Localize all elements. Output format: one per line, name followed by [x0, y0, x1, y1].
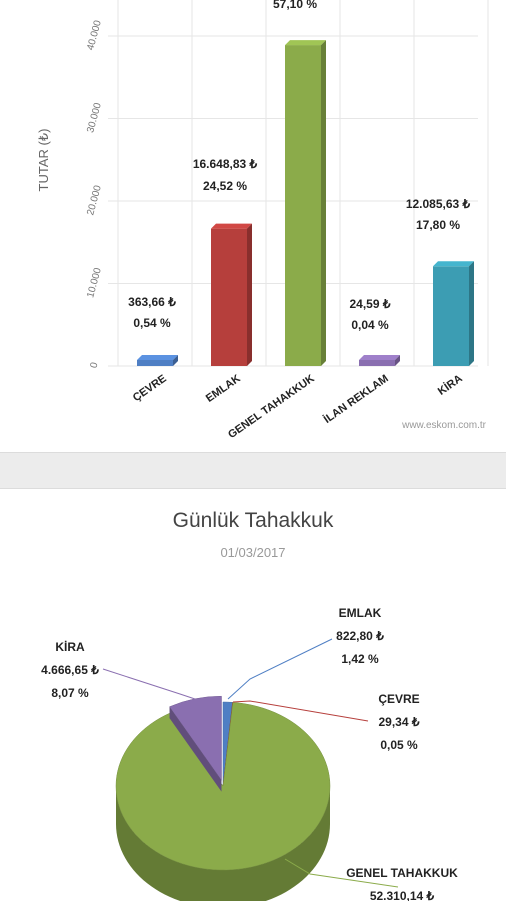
pie-percent-label: 0,05 %: [380, 738, 418, 752]
bar-percent-label: 0,04 %: [351, 318, 389, 332]
pie-category-label: EMLAK: [339, 606, 382, 620]
pie-data-labels: EMLAK 822,80 ₺ 1,42 % ÇEVRE 29,34 ₺ 0,05 % GEN…: [41, 606, 458, 901]
y-tick-label: 0: [89, 361, 101, 370]
pie-value-label: 52.310,14 ₺: [370, 889, 435, 901]
pie-category-label: ÇEVRE: [378, 692, 419, 706]
pie-chart-subtitle: 01/03/2017: [220, 545, 286, 560]
watermark: www.eskom.com.tr: [401, 420, 487, 431]
bar-marks: [137, 40, 474, 366]
bar-top-1: [211, 223, 252, 229]
pie-side-wall: [116, 786, 330, 901]
bar-percent-label: 24,52 %: [203, 179, 247, 193]
bar-0: [137, 360, 173, 366]
pie-category-label: GENEL TAHAKKUK: [346, 866, 458, 880]
pie-percent-label: 8,07 %: [51, 686, 89, 700]
bar-y-ticks: 0 10.000 20.000 30.000 40.000: [85, 19, 104, 370]
category-label: KİRA: [435, 372, 465, 398]
y-tick-label: 20.000: [85, 184, 104, 217]
bar-side-1: [247, 223, 252, 366]
bar-percent-label: 17,80 %: [416, 218, 460, 232]
bar-chart: TUTAR (₺) 0 10.000 20.000 30.000 40.000 ÇEVR…: [36, 0, 489, 441]
bar-value-label: 12.085,63 ₺: [406, 197, 471, 211]
leader-line-2: [284, 858, 399, 888]
pie-value-label: 822,80 ₺: [336, 629, 384, 643]
bar-top-0: [137, 355, 178, 360]
bar-top-3: [359, 355, 400, 360]
pie-value-label: 29,34 ₺: [379, 715, 420, 729]
bar-2: [285, 45, 321, 366]
bar-value-label: 16.648,83 ₺: [193, 157, 258, 171]
leader-line-3: [102, 668, 196, 700]
pie-body: [115, 695, 331, 901]
pie-chart: EMLAK 822,80 ₺ 1,42 % ÇEVRE 29,34 ₺ 0,05 % GEN…: [41, 606, 458, 901]
y-tick-label: 30.000: [85, 101, 104, 134]
bar-1: [211, 228, 247, 366]
pie-chart-card: Günlük Tahakkuk 01/03/2017 EMLAK 822,80 ₺…: [0, 488, 506, 901]
leader-line-0: [227, 638, 333, 700]
bar-top-4: [433, 261, 474, 267]
bar-top-percent-label: 57,10 %: [273, 0, 317, 11]
pie-slice-2: [115, 702, 331, 871]
bar-data-labels: 363,66 ₺ 0,54 % 16.648,83 ₺ 24,52 % 24,59 ₺ 0…: [128, 157, 470, 332]
pie-leader-lines: [102, 638, 399, 888]
bar-chart-card: TUTAR (₺) 0 10.000 20.000 30.000 40.000 ÇEVR…: [0, 0, 506, 453]
bar-y-axis-label: TUTAR (₺): [36, 129, 51, 192]
bar-side-0: [173, 355, 178, 366]
pie-chart-title: Günlük Tahakkuk: [172, 509, 334, 532]
bar-value-label: 363,66 ₺: [128, 295, 176, 309]
y-tick-label: 40.000: [85, 19, 104, 52]
bar-side-4: [469, 261, 474, 366]
bar-top-2: [285, 40, 326, 46]
category-label: İLAN REKLAM: [321, 372, 391, 426]
leader-line-1: [232, 700, 369, 722]
pie-percent-label: 1,42 %: [341, 652, 379, 666]
pie-slice-side-3: [169, 706, 222, 792]
bar-grid: [108, 0, 489, 367]
bar-4: [433, 266, 469, 366]
category-label: EMLAK: [204, 373, 243, 405]
bar-side-2: [321, 40, 326, 366]
bar-value-label: 24,59 ₺: [350, 297, 391, 311]
pie-value-label: 4.666,65 ₺: [41, 663, 99, 677]
bar-3: [359, 360, 395, 366]
pie-category-label: KİRA: [55, 639, 85, 654]
bar-side-3: [395, 355, 400, 366]
y-tick-label: 10.000: [85, 266, 104, 299]
category-label: ÇEVRE: [131, 373, 169, 405]
bar-percent-label: 0,54 %: [133, 316, 171, 330]
